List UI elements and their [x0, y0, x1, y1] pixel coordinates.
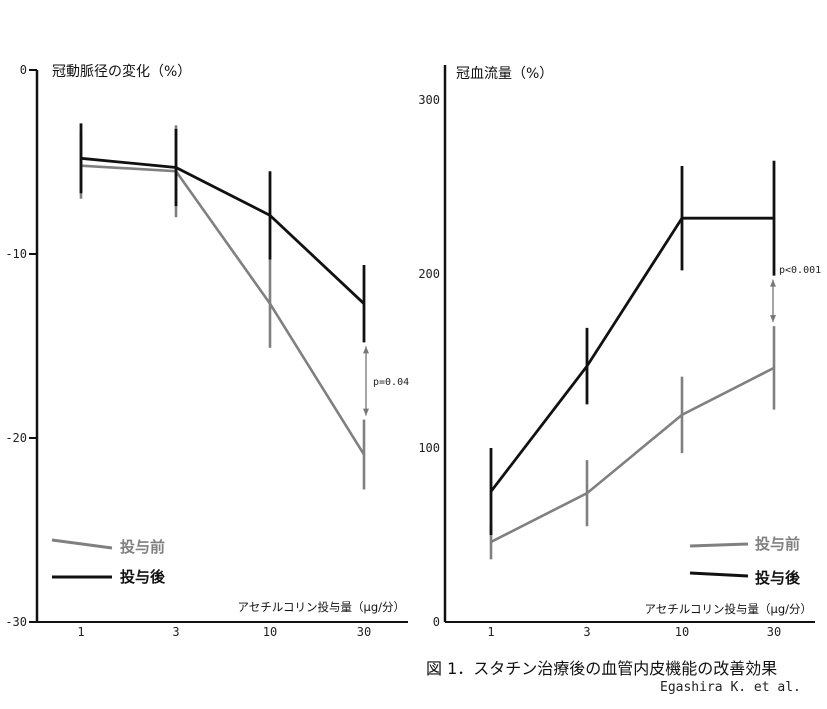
legend-label-after: 投与後: [755, 569, 801, 587]
x-tick-label: 3: [583, 625, 590, 639]
y-tick-label: -20: [5, 431, 27, 445]
p-value-label: p<0.001: [779, 265, 821, 276]
y-tick-label: 300: [418, 93, 440, 107]
series-line: [489, 216, 774, 493]
data-point: [680, 413, 684, 417]
data-point: [772, 366, 776, 370]
y-axis-title: 冠血流量（%）: [456, 66, 553, 82]
x-tick-label: 30: [767, 625, 781, 639]
legend-label-after: 投与後: [120, 568, 166, 586]
y-tick-label: 0: [20, 63, 27, 77]
p-value-arrowhead: [363, 408, 369, 416]
legend-swatch-before: [689, 542, 749, 548]
p-value-arrowhead: [770, 315, 776, 323]
data-point: [268, 302, 272, 305]
legend-label-before: 投与前: [755, 535, 800, 553]
series-line: [80, 164, 366, 456]
data-point: [362, 453, 366, 456]
legend-label-before: 投与前: [120, 538, 165, 556]
x-tick-label: 1: [487, 625, 494, 639]
x-tick-label: 30: [357, 625, 371, 639]
chart-panel-2: [443, 65, 815, 623]
x-tick-label: 10: [675, 625, 689, 639]
figure-caption: 図 1．スタチン治療後の血管内皮機能の改善効果: [426, 659, 778, 678]
p-value-label: p=0.04: [373, 377, 409, 388]
data-point: [772, 216, 776, 220]
y-tick-label: 200: [418, 267, 440, 281]
data-point: [489, 540, 493, 544]
figure-author: Egashira K. et al.: [660, 680, 801, 695]
p-value-arrowhead: [363, 346, 369, 354]
x-tick-label: 10: [263, 625, 277, 639]
p-value-arrowhead: [770, 279, 776, 287]
data-point: [174, 166, 178, 169]
y-axis-title: 冠動脈径の変化（%）: [52, 63, 191, 80]
y-tick-label: -30: [5, 615, 27, 629]
data-point: [585, 364, 589, 368]
x-axis-title: アセチルコリン投与量（μg/分）: [644, 602, 812, 616]
data-point: [585, 491, 589, 495]
x-tick-label: 3: [172, 625, 179, 639]
data-point: [489, 490, 493, 493]
data-point: [268, 214, 272, 217]
legend-swatch-after: [689, 571, 749, 578]
data-point: [79, 157, 83, 160]
series-line: [80, 156, 365, 305]
data-point: [362, 302, 366, 305]
y-tick-label: 100: [418, 441, 440, 455]
y-tick-label: -10: [5, 247, 27, 261]
legend-swatch-before: [51, 538, 113, 550]
data-point: [680, 216, 684, 220]
y-tick-label: 0: [433, 615, 440, 629]
series-line: [490, 366, 775, 544]
x-axis-title: アセチルコリン投与量（μg/分）: [237, 600, 405, 614]
x-tick-label: 1: [77, 625, 84, 639]
chart-panel-1: [29, 69, 408, 623]
